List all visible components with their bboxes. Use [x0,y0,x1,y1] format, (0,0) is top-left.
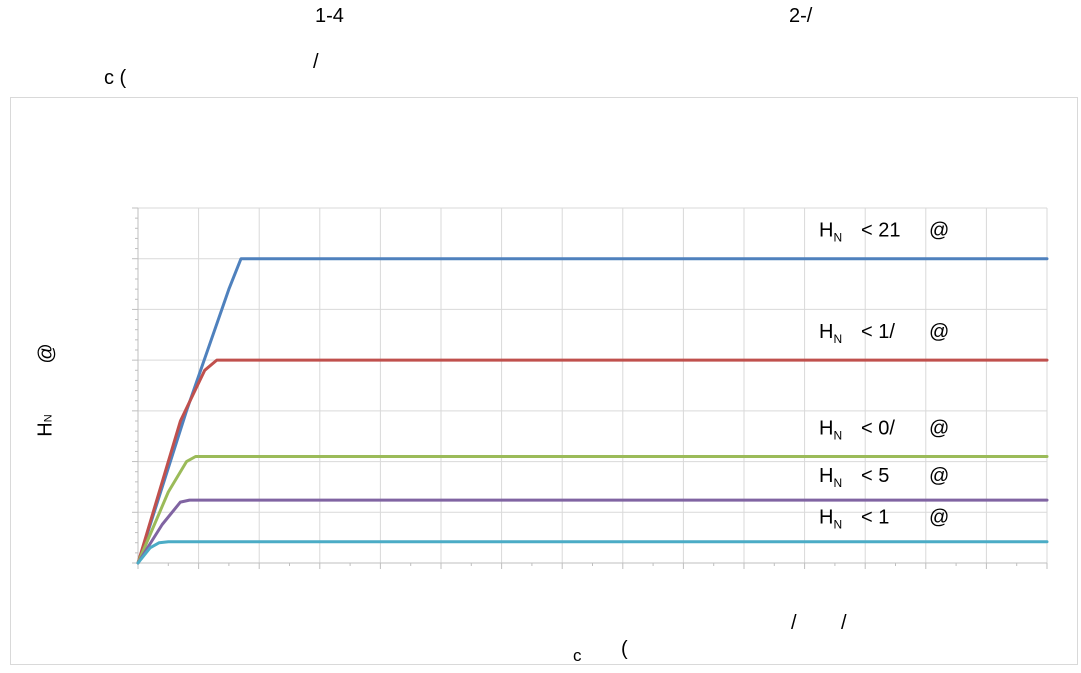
series-label-value: < 1 [861,507,889,529]
top-label-right: 2-/ [789,5,813,27]
chart-frame: HN < 21 @ HN < 1/@ HN < 0/@ HN < 5 @ HN < 1 @ @ HN c… [10,97,1078,665]
line-chart: HN < 21 @HN < 1/@HN < 0/@HN < 5 @HN < 1 @ [132,207,1049,569]
series-line [136,498,1049,565]
series-label-unit: @ [929,465,949,487]
subtitle-slash: / [313,51,319,73]
series-label-sub: N [833,231,842,245]
series-line [136,257,1049,565]
series-label-sub: N [833,429,842,443]
series-label-sub: N [833,518,842,532]
x-axis-label-slash-1: / [791,612,797,634]
series-label-main: H [819,321,833,343]
y-axis-label-main: H [34,422,57,437]
y-axis-label-unit: @ [35,343,58,364]
y-axis-label-symbol: HN [35,414,58,436]
series-label-value: < 5 [861,465,889,487]
series-line [136,540,1049,565]
series-label-sub: N [833,476,842,490]
series-label-main: H [819,465,833,487]
series-label-unit: @ [929,507,949,529]
x-axis-label-paren: ( [621,638,628,660]
x-axis-label-c: c [573,646,582,665]
x-axis-label-slash-2: / [841,612,847,634]
series-label-value: < 21 [861,220,900,242]
series-label-value: < 1/ [861,321,895,343]
series-label: HN < 1 @ [819,507,949,532]
series-label: HN < 1/ @ [819,321,949,346]
series-line [136,358,1049,565]
series-label-main: H [819,220,833,242]
series-label-sub: N [833,332,842,346]
series-label-unit: @ [929,220,949,242]
subtitle-prefix: c ( [104,67,127,89]
series-label-unit: @ [929,418,949,440]
top-label-left: 1-4 [315,5,344,27]
series-label: HN < 0/ @ [819,418,949,443]
series-label-unit: @ [929,321,949,343]
series-label-main: H [819,507,833,529]
series-label: HN < 21 @ [819,220,949,245]
series-label-main: H [819,418,833,440]
series-line [136,455,1049,565]
series-label: HN < 5 @ [819,465,949,490]
series-label-value: < 0/ [861,418,895,440]
y-axis-label-sub: N [42,414,55,423]
